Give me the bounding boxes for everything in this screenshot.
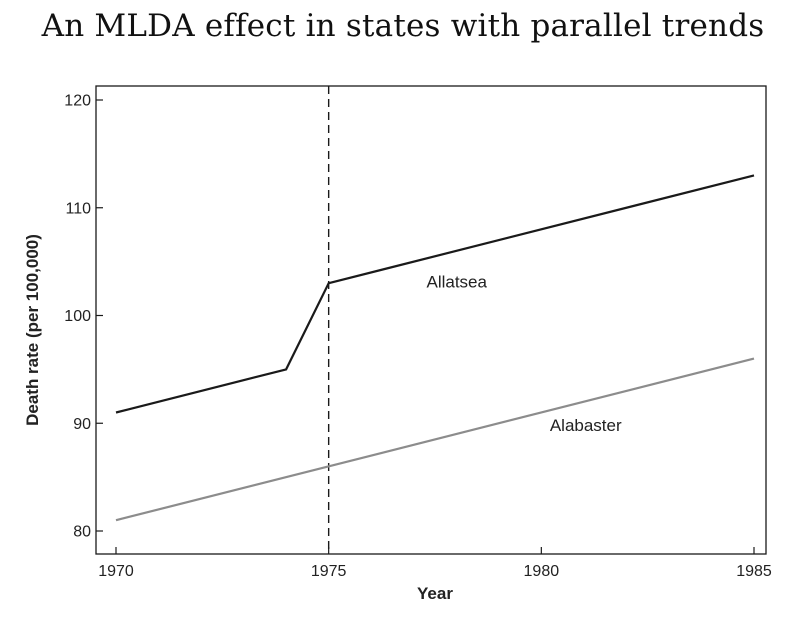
y-axis-label: Death rate (per 100,000)	[23, 234, 42, 426]
series-annotations: Allatsea Alabaster	[426, 272, 622, 434]
series-line-allatsea	[115, 174, 755, 414]
annotation-alabaster: Alabaster	[550, 416, 622, 435]
y-tick-label: 100	[64, 308, 91, 325]
x-axis: 1970 1975 1980 1985	[98, 547, 772, 580]
y-tick-label: 120	[64, 93, 91, 110]
x-tick-label: 1980	[524, 563, 560, 580]
x-tick-label: 1975	[311, 563, 347, 580]
y-tick-label: 80	[73, 524, 91, 541]
series-lines	[115, 174, 755, 522]
y-tick-label: 90	[73, 416, 91, 433]
series-line-alabaster	[115, 357, 755, 522]
annotation-allatsea: Allatsea	[426, 272, 487, 291]
y-tick-label: 110	[65, 200, 91, 217]
x-tick-label: 1970	[98, 563, 134, 580]
x-axis-label: Year	[417, 584, 453, 603]
page-title: An MLDA effect in states with parallel t…	[41, 8, 765, 44]
plot-frame	[95, 85, 767, 555]
y-axis: 80 90 100 110 120	[64, 93, 103, 541]
x-tick-label: 1985	[736, 563, 772, 580]
